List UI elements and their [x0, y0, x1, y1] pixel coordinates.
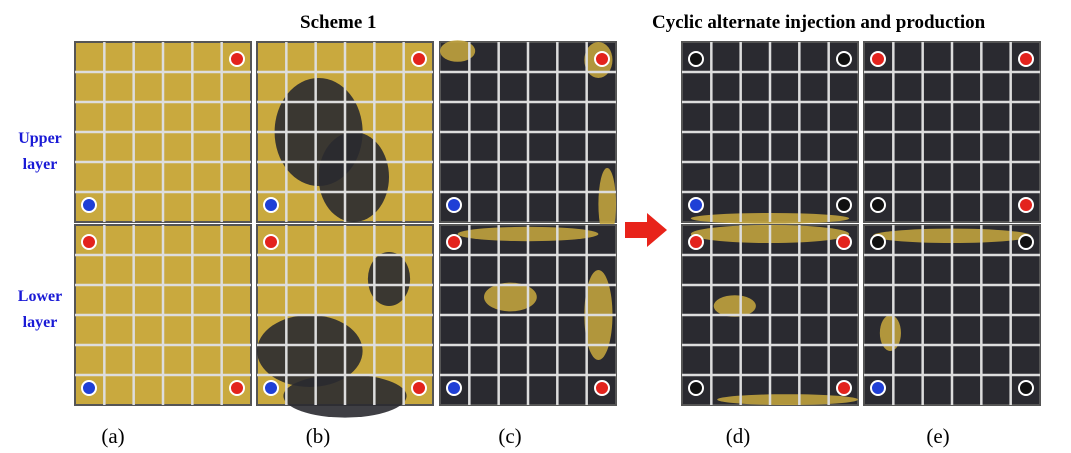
figure: Scheme 1 Cyclic alternate injection and … [0, 0, 1071, 453]
well-dot [1019, 198, 1033, 212]
lower-label: Lower layer [5, 284, 75, 336]
well-dot [689, 381, 703, 395]
well-dot [871, 381, 885, 395]
arrow [625, 213, 667, 247]
well-dot [264, 235, 278, 249]
well-dot [1019, 381, 1033, 395]
panel-label: (b) [278, 424, 358, 449]
panel-label: (d) [698, 424, 778, 449]
oil-region [714, 295, 756, 317]
well-dot [1019, 235, 1033, 249]
panel-label: (e) [898, 424, 978, 449]
upper-label: Upper layer [5, 126, 75, 178]
well-dot [871, 235, 885, 249]
well-dot [82, 198, 96, 212]
well-dot [1019, 52, 1033, 66]
well-dot [447, 381, 461, 395]
well-dot [82, 381, 96, 395]
well-dot [871, 52, 885, 66]
panel-art [0, 0, 1071, 453]
well-dot [264, 381, 278, 395]
well-dot [837, 235, 851, 249]
well-dot [82, 235, 96, 249]
well-dot [447, 235, 461, 249]
well-dot [412, 52, 426, 66]
oil-region [717, 394, 858, 405]
well-dot [595, 381, 609, 395]
well-dot [595, 52, 609, 66]
oil-region [319, 132, 389, 222]
well-dot [871, 198, 885, 212]
panel-label: (c) [470, 424, 550, 449]
well-dot [837, 52, 851, 66]
cyclic-title: Cyclic alternate injection and productio… [652, 12, 985, 34]
well-dot [230, 52, 244, 66]
well-dot [837, 381, 851, 395]
well-dot [837, 198, 851, 212]
well-dot [264, 198, 278, 212]
well-dot [689, 52, 703, 66]
panel-label: (a) [73, 424, 153, 449]
well-dot [689, 198, 703, 212]
well-dot [447, 198, 461, 212]
well-dot [412, 381, 426, 395]
well-dot [689, 235, 703, 249]
well-dot [230, 381, 244, 395]
scheme-title: Scheme 1 [300, 12, 377, 34]
